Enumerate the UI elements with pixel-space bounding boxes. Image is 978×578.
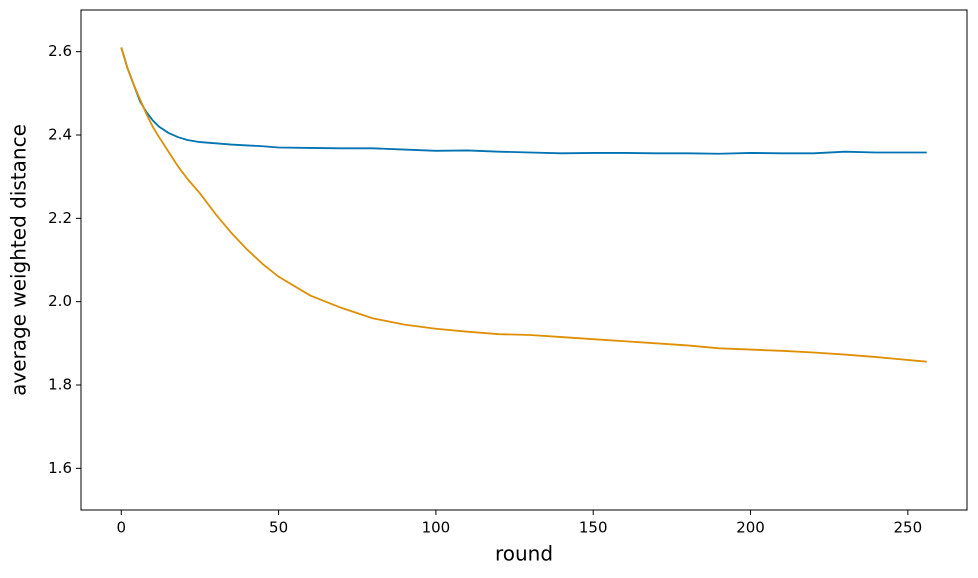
x-tick-label: 0 <box>116 519 126 537</box>
x-tick-label: 250 <box>894 519 923 537</box>
y-tick-label: 1.6 <box>48 459 72 477</box>
line <box>120 47 927 155</box>
x-tick-label: 50 <box>269 519 288 537</box>
line <box>120 47 927 363</box>
x-tick-label: 150 <box>579 519 608 537</box>
x-tick-label: 100 <box>422 519 451 537</box>
y-tick-label: 2.4 <box>48 126 72 144</box>
y-tick-label: 2.2 <box>48 209 72 227</box>
plot-frame <box>80 9 968 511</box>
y-tick-label: 2.6 <box>48 42 72 60</box>
y-tick-label: 2.0 <box>48 292 72 310</box>
x-axis-label: round <box>495 542 553 566</box>
x-tick-label: 200 <box>736 519 765 537</box>
y-tick-label: 1.8 <box>48 376 72 394</box>
y-axis-label: average weighted distance <box>7 124 31 396</box>
